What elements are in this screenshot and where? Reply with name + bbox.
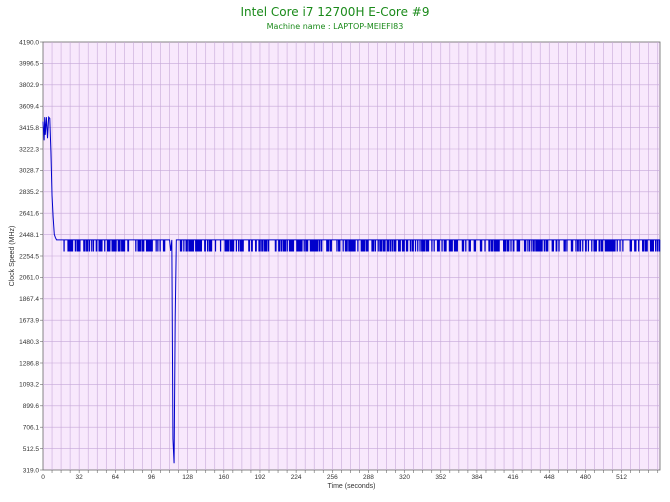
y-tick-label: 2641.6 bbox=[19, 211, 39, 218]
y-tick-label: 512.5 bbox=[23, 446, 40, 453]
x-tick-label: 384 bbox=[472, 474, 483, 481]
x-tick-label: 64 bbox=[112, 474, 120, 481]
y-tick-label: 3802.9 bbox=[19, 82, 39, 89]
y-tick-label: 1480.3 bbox=[19, 339, 39, 346]
y-tick-label: 2835.2 bbox=[19, 189, 39, 196]
x-tick-label: 160 bbox=[218, 474, 229, 481]
x-tick-label: 96 bbox=[148, 474, 156, 481]
y-tick-label: 1867.4 bbox=[19, 296, 39, 303]
y-axis: 4190.0 3996.5 3802.9 3609.4 3415.8 3222.3 3028… bbox=[19, 39, 43, 474]
x-tick-label: 448 bbox=[544, 474, 555, 481]
y-tick-label: 1286.8 bbox=[19, 360, 39, 367]
series-line bbox=[42, 116, 661, 464]
y-tick-label: 3609.4 bbox=[19, 104, 39, 111]
chart-title: Intel Core i7 12700H E-Core #9 bbox=[240, 5, 430, 19]
x-tick-label: 192 bbox=[255, 474, 266, 481]
x-tick-label: 352 bbox=[435, 474, 446, 481]
y-tick-label: 3996.5 bbox=[19, 61, 39, 68]
y-tick-label: 706.1 bbox=[23, 425, 40, 432]
x-tick-label: 288 bbox=[363, 474, 374, 481]
y-tick-label: 3028.7 bbox=[19, 168, 39, 175]
x-tick-label: 320 bbox=[399, 474, 410, 481]
y-axis-label: Clock Speed (MHz) bbox=[9, 226, 16, 287]
x-tick-label: 480 bbox=[580, 474, 591, 481]
y-tick-label: 1093.2 bbox=[19, 382, 39, 389]
x-tick-label: 416 bbox=[508, 474, 519, 481]
y-tick-label: 319.0 bbox=[23, 467, 40, 474]
x-tick-label: 512 bbox=[616, 474, 627, 481]
y-tick-label: 3415.8 bbox=[19, 125, 39, 132]
grid bbox=[43, 42, 660, 470]
y-tick-label: 3222.3 bbox=[19, 146, 39, 153]
x-axis: 0 32 64 96 128 160 192 224 256 288 320 352 384 416 448… bbox=[41, 470, 659, 481]
y-tick-label: 4190.0 bbox=[19, 39, 39, 46]
x-axis-label: Time (seconds) bbox=[328, 483, 376, 490]
chart-subtitle: Machine name : LAPTOP-MEIEFI83 bbox=[266, 22, 404, 31]
y-tick-label: 2254.5 bbox=[19, 253, 39, 260]
x-tick-label: 128 bbox=[182, 474, 193, 481]
y-tick-label: 2061.0 bbox=[19, 275, 39, 282]
x-tick-label: 256 bbox=[327, 474, 338, 481]
y-tick-label: 1673.9 bbox=[19, 318, 39, 325]
x-tick-label: 32 bbox=[76, 474, 84, 481]
series-group bbox=[42, 116, 661, 464]
x-tick-label: 224 bbox=[291, 474, 302, 481]
y-tick-label: 2448.1 bbox=[19, 232, 39, 239]
y-tick-label: 899.6 bbox=[23, 403, 40, 410]
x-tick-label: 0 bbox=[41, 474, 45, 481]
